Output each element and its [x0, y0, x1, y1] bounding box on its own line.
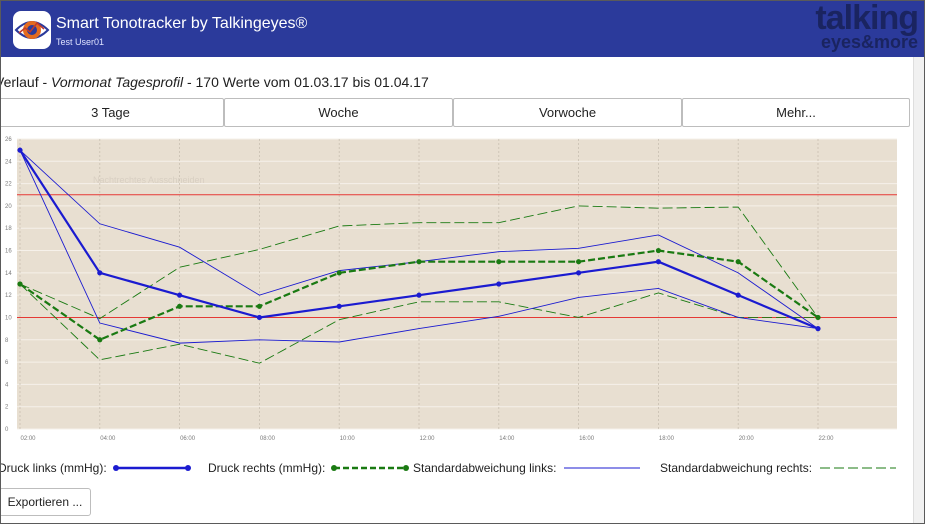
page-subtitle: Verlauf - Vormonat Tagesprofil - 170 Wer…: [0, 74, 429, 90]
series-sd-left-lower: [19, 149, 819, 344]
y-tick-label: 10: [5, 315, 12, 321]
x-tick-label: 14:00: [499, 436, 515, 442]
series-left-point: [256, 314, 262, 321]
legend-sd-right: Standardabweichung rechts:: [660, 461, 898, 475]
series-left-point: [735, 292, 741, 298]
y-tick-label: 12: [5, 293, 12, 299]
subtitle-summary: - 170 Werte vom 01.03.17 bis 01.04.17: [183, 74, 429, 90]
series-right-point: [655, 247, 662, 254]
tab-3-days[interactable]: 3 Tage: [1, 98, 224, 127]
series-right-point: [416, 259, 422, 265]
user-name: Test User01: [56, 37, 105, 47]
y-tick-label: 26: [5, 137, 12, 143]
legend-left-swatch: [112, 465, 191, 471]
legend-sd-left-label: Standardabweichung links:: [413, 461, 557, 475]
y-tick-label: 18: [5, 226, 12, 232]
series-right-point: [97, 337, 103, 343]
series-left-point: [17, 147, 23, 153]
series-right-point: [576, 259, 582, 265]
export-button[interactable]: Exportieren ...: [1, 488, 91, 516]
legend-left: Druck links (mmHg):: [0, 461, 193, 475]
x-tick-label: 12:00: [419, 436, 435, 442]
series-right-point: [17, 281, 23, 287]
legend-sd-right-label: Standardabweichung rechts:: [660, 461, 813, 475]
series-left-point: [336, 303, 342, 309]
eye-icon: [13, 11, 51, 49]
tab-week[interactable]: Woche: [224, 98, 453, 127]
tab-more[interactable]: Mehr...: [682, 98, 910, 127]
series-left-point: [655, 259, 662, 265]
y-tick-label: 4: [5, 382, 9, 388]
x-tick-label: 06:00: [180, 436, 196, 442]
y-tick-label: 16: [5, 249, 12, 255]
legend-sd-left-swatch: [564, 467, 641, 469]
series-left-point: [416, 292, 422, 298]
x-tick-label: 20:00: [739, 436, 755, 442]
window-title: Smart Tonotracker by Talkingeyes®: [56, 15, 308, 32]
legend-right-label: Druck rechts (mmHg):: [208, 461, 326, 475]
legend-right-swatch: [331, 465, 410, 471]
series-right-point: [336, 270, 342, 276]
x-tick-label: 08:00: [260, 436, 276, 442]
subtitle-prefix: Verlauf -: [0, 74, 52, 90]
legend-sd-left: Standardabweichung links:: [413, 461, 642, 475]
logo-text-bottom: eyes&more: [820, 32, 918, 52]
series-left-point: [97, 270, 103, 276]
series-left-point: [496, 281, 502, 287]
x-tick-label: 16:00: [579, 436, 595, 442]
legend-right: Druck rechts (mmHg):: [208, 461, 411, 475]
y-tick-label: 2: [5, 405, 9, 411]
y-tick-label: 20: [5, 204, 12, 210]
plot-background: [17, 139, 897, 429]
series-right-point: [177, 303, 183, 309]
x-tick-label: 04:00: [100, 436, 116, 442]
brand-logo: talking eyes&more: [815, 0, 919, 52]
y-tick-label: 22: [5, 182, 12, 188]
y-tick-label: 8: [5, 338, 9, 344]
vertical-scrollbar[interactable]: [913, 57, 924, 523]
series-left-point: [177, 292, 183, 298]
y-tick-label: 14: [5, 271, 12, 277]
series-right-point: [815, 314, 821, 321]
x-tick-label: 22:00: [818, 436, 834, 442]
chart-legend: Druck links (mmHg): Druck rechts (mmHg):…: [1, 461, 911, 485]
series-left-point: [815, 326, 821, 332]
period-tabs: 3 Tage Woche Vorwoche Mehr...: [1, 98, 911, 128]
x-tick-label: 10:00: [340, 436, 356, 442]
subtitle-profile: Vormonat Tagesprofil: [51, 74, 184, 90]
series-sd-right-lower: [19, 283, 818, 364]
chart-area: 0 2 4 6 8 10 12 14 16 18 20 22 24 26 02:00 04:00 06:00 08…: [1, 131, 911, 451]
legend-sd-right-swatch: [820, 467, 897, 469]
y-tick-label: 24: [5, 159, 12, 165]
title-bar: Smart Tonotracker by Talkingeyes® Test U…: [1, 1, 924, 57]
y-tick-label: 0: [5, 427, 9, 433]
x-tick-label: 18:00: [659, 436, 675, 442]
series-left-point: [576, 270, 582, 276]
x-tick-label: 02:00: [20, 436, 36, 442]
logo-text-top: talking: [815, 0, 919, 37]
series-sd-right-upper: [19, 205, 819, 320]
legend-left-label: Druck links (mmHg):: [0, 461, 107, 475]
hint-text: Nachtrechtes Ausschneiden: [93, 175, 205, 185]
series-right-point: [496, 259, 502, 265]
series-right-point: [256, 303, 262, 309]
series-right-point: [735, 259, 741, 265]
y-tick-label: 6: [5, 360, 9, 366]
tab-previous-week[interactable]: Vorwoche: [453, 98, 682, 127]
